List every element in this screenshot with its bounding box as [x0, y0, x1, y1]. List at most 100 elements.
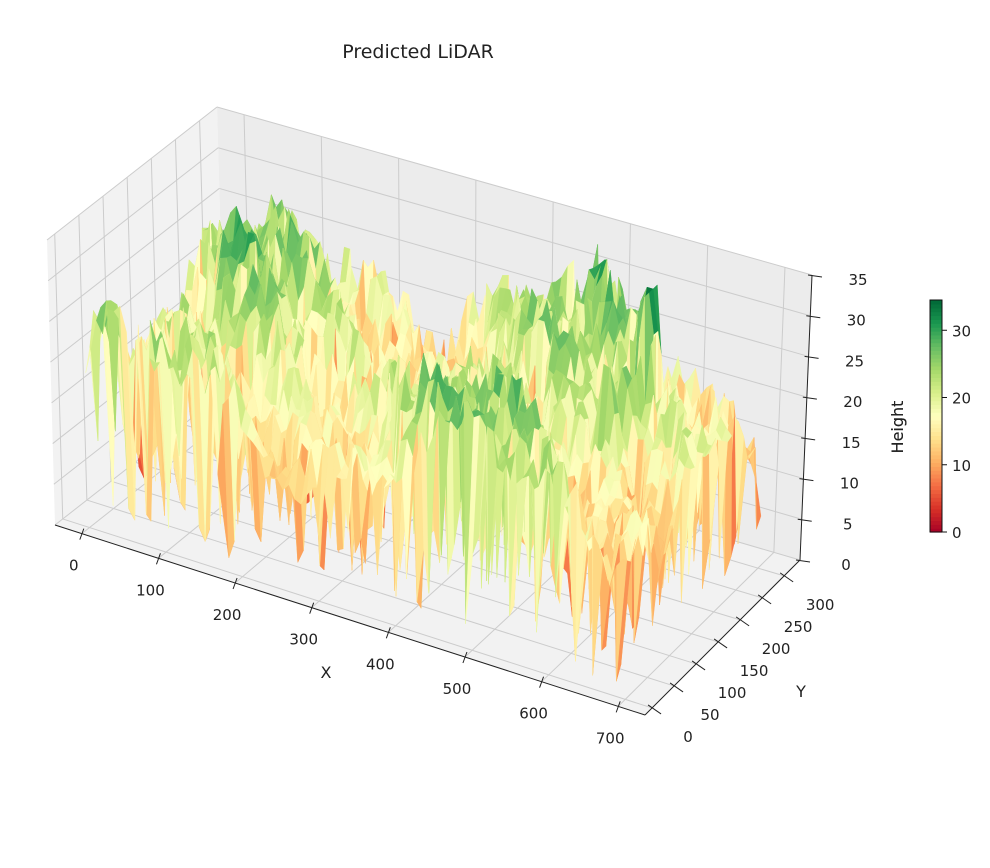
colorbar-segment [930, 300, 942, 305]
colorbar-segment [930, 311, 942, 317]
colorbar-segment [930, 369, 942, 375]
z-tick [795, 559, 811, 563]
colorbar-segment [930, 485, 942, 491]
colorbar-segment [930, 334, 942, 340]
grid-line-y [54, 233, 64, 519]
x-axis-line [54, 524, 646, 716]
colorbar-tick-label: 30 [952, 322, 971, 340]
y-tick [647, 704, 662, 715]
y-tick-label: 150 [740, 662, 769, 680]
colorbar-segment [930, 354, 942, 359]
z-axis-label: Height [888, 401, 907, 454]
grid-line-z [50, 228, 221, 363]
colorbar-segment [930, 342, 942, 347]
colorbar-tick-label: 10 [952, 457, 971, 475]
colorbar-segment [930, 520, 942, 525]
colorbar-segment [930, 446, 942, 452]
colorbar-segment [930, 493, 942, 498]
z-tick-label: 5 [843, 515, 853, 533]
colorbar-segment [930, 408, 942, 413]
colorbar-segment [930, 419, 942, 425]
colorbar-segment [930, 416, 942, 421]
grid-line-z [47, 147, 219, 282]
z-tick [802, 396, 817, 400]
x-tick [232, 577, 238, 590]
grid-line-z [48, 188, 220, 322]
colorbar-segment [930, 327, 942, 332]
x-axis-label: X [321, 663, 332, 682]
grid-line-z [46, 106, 218, 241]
colorbar-segment [930, 458, 942, 463]
colorbar-segment [930, 431, 942, 436]
x-tick [462, 651, 468, 664]
colorbar-segment [930, 516, 942, 521]
x-tick-label: 300 [289, 631, 318, 649]
x-tick [155, 553, 161, 565]
colorbar-segment [930, 385, 942, 390]
colorbar-segment [930, 319, 942, 324]
colorbar-segment [930, 377, 942, 382]
colorbar-segment [930, 358, 942, 363]
z-tick [806, 315, 821, 319]
colorbar-segment [930, 412, 942, 417]
colorbar-segment [930, 346, 942, 351]
x-tick [79, 528, 85, 540]
z-tick-label: 0 [841, 556, 851, 574]
colorbar-segment [930, 466, 942, 471]
colorbar-segment [930, 470, 942, 475]
colorbar-segment [930, 508, 942, 514]
y-tick-label: 0 [683, 728, 693, 746]
surface [85, 193, 762, 682]
z-tick [797, 518, 812, 522]
x-tick [539, 676, 545, 688]
x-tick-label: 100 [136, 581, 165, 599]
colorbar-segment [930, 528, 942, 533]
colorbar-segment [930, 481, 942, 487]
grid-line-z [219, 187, 809, 357]
y-axis-line [644, 559, 801, 716]
colorbar-segment [930, 303, 942, 309]
y-tick [713, 638, 728, 649]
colorbar-segment [930, 323, 942, 328]
colorbar-segment [930, 497, 942, 502]
colorbar-segment [930, 388, 942, 394]
grid-line-x [773, 267, 786, 553]
colorbar-segment [930, 307, 942, 313]
y-tick [735, 616, 750, 627]
colorbar-segment [930, 315, 942, 320]
colorbar-segment [930, 350, 942, 355]
colorbar-segment [930, 392, 942, 398]
colorbar-frame [929, 299, 943, 533]
colorbar-segment [930, 443, 942, 448]
colorbar-segment [930, 427, 942, 433]
colorbar-segment [930, 489, 942, 494]
x-tick [615, 701, 621, 713]
y-tick-label: 50 [701, 706, 720, 724]
y-tick-label: 300 [806, 596, 835, 614]
z-tick [807, 274, 823, 278]
colorbar-segment [930, 330, 942, 336]
colorbar: 0 10 20 30 [929, 299, 971, 542]
x-tick-label: 600 [519, 705, 548, 723]
colorbar-tick-label: 20 [952, 390, 971, 408]
y-tick-label: 100 [718, 684, 747, 702]
colorbar-segment [930, 454, 942, 460]
colorbar-segment [930, 474, 942, 479]
colorbar-segment [930, 439, 942, 444]
x-tick-label: 700 [596, 729, 625, 747]
z-tick-label: 25 [845, 352, 864, 370]
colorbar-segment [930, 400, 942, 405]
y-tick [691, 660, 706, 671]
colorbar-segment [930, 373, 942, 378]
colorbar-segment [930, 435, 942, 440]
colorbar-segment [930, 365, 942, 371]
z-tick-label: 15 [842, 434, 861, 452]
y-tick [669, 682, 684, 693]
z-tick [804, 355, 819, 359]
colorbar-label: Height [888, 401, 907, 454]
grid-line-y [78, 215, 88, 501]
chart-title: Predicted LiDAR [342, 41, 494, 63]
colorbar-segment [930, 512, 942, 518]
